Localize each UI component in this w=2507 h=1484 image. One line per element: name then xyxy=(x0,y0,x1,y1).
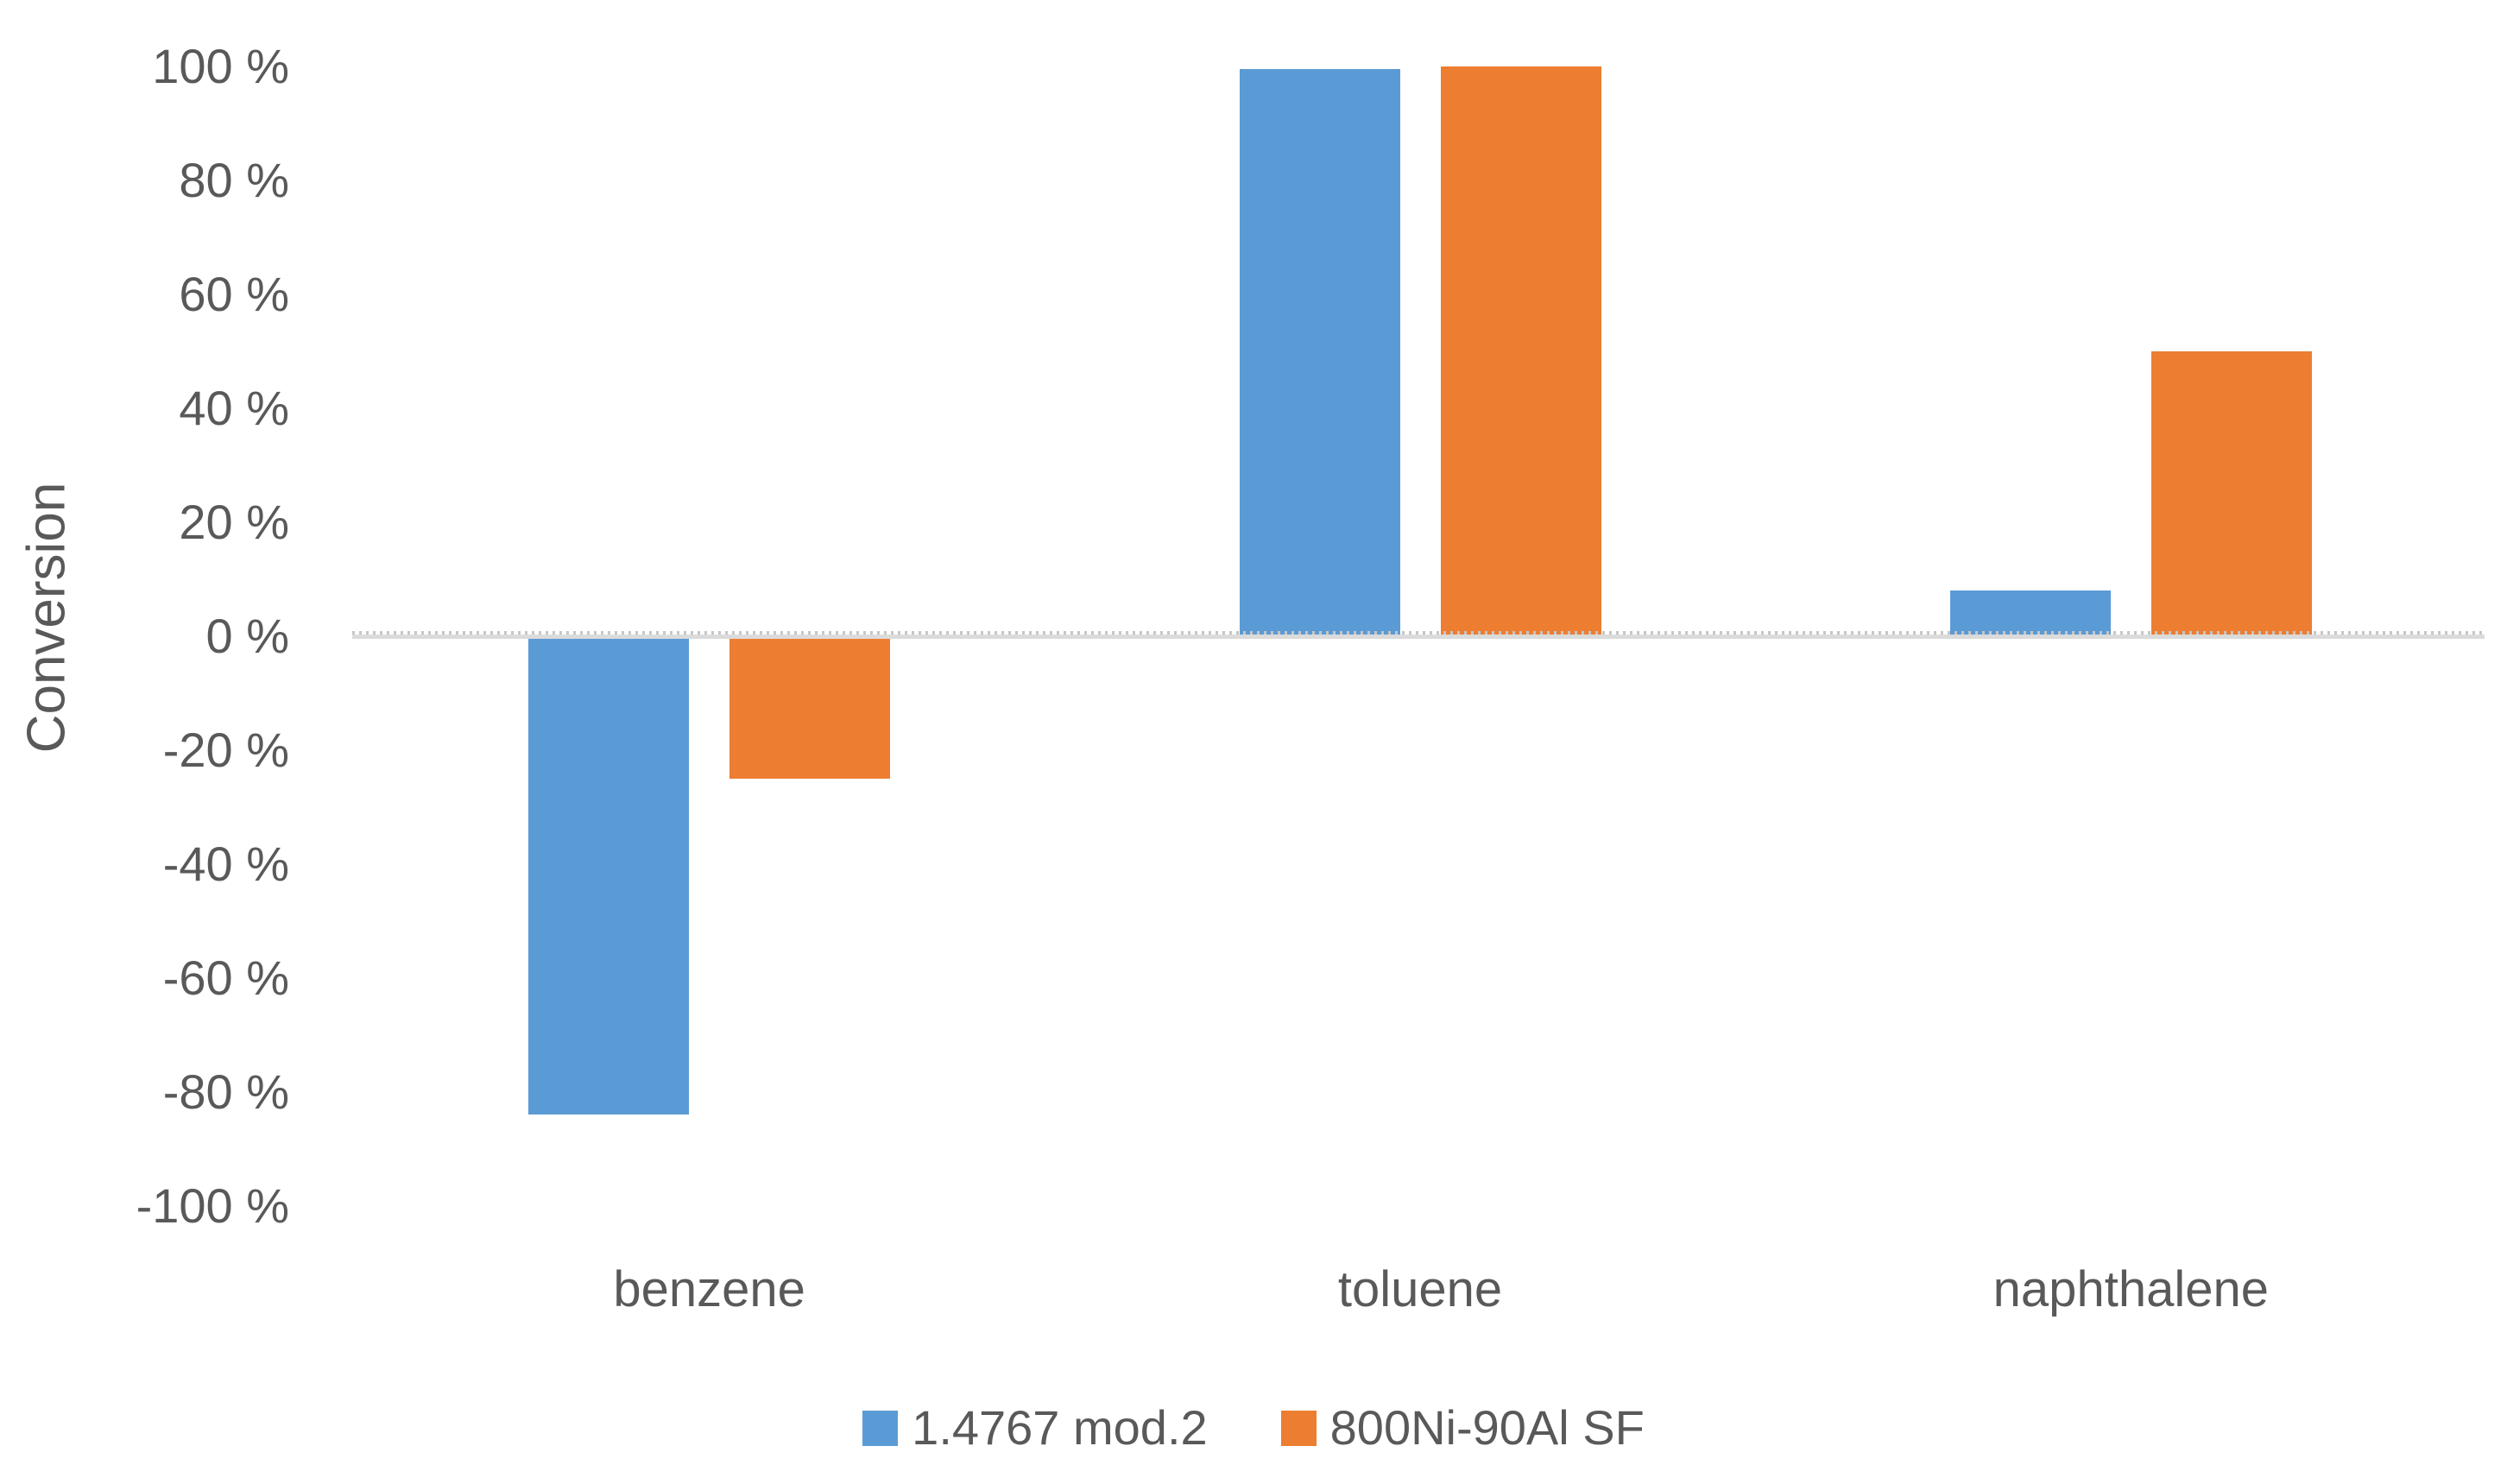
legend-item: 800Ni-90Al SF xyxy=(1280,1400,1645,1455)
y-tick-label: -100 % xyxy=(136,1178,289,1233)
y-tick-label: 100 % xyxy=(152,39,289,93)
category-label: toluene xyxy=(1337,1261,1503,1317)
bar-benzene-series-2 xyxy=(729,636,891,779)
x-axis-line-dashes xyxy=(352,631,2485,635)
category-label: naphthalene xyxy=(1992,1261,2269,1317)
y-tick-label: -40 % xyxy=(162,837,289,891)
bar-naphthalene-series-1 xyxy=(1949,590,2111,636)
category-label: benzene xyxy=(613,1261,805,1317)
legend-label: 800Ni-90Al SF xyxy=(1329,1400,1645,1455)
y-tick-label: -80 % xyxy=(162,1064,289,1119)
legend-label: 1.4767 mod.2 xyxy=(912,1400,1208,1455)
x-axis-line-solid xyxy=(352,635,2485,639)
y-tick-label: 40 % xyxy=(179,381,289,435)
y-tick-label: 80 % xyxy=(179,153,289,207)
y-tick-label: -20 % xyxy=(162,723,289,777)
bar-naphthalene-series-2 xyxy=(2150,351,2312,636)
y-tick-label: -60 % xyxy=(162,950,289,1005)
y-tick-label: 0 % xyxy=(205,609,290,663)
bar-toluene-series-2 xyxy=(1440,66,1601,636)
x-axis-line xyxy=(352,631,2485,639)
legend-swatch-icon xyxy=(1280,1410,1317,1446)
legend-swatch-icon xyxy=(862,1410,899,1446)
legend-item: 1.4767 mod.2 xyxy=(862,1400,1208,1455)
bar-toluene-series-1 xyxy=(1239,69,1400,636)
y-tick-label: 20 % xyxy=(179,495,289,549)
bar-benzene-series-1 xyxy=(528,636,690,1115)
y-tick-label: 60 % xyxy=(179,267,289,321)
legend: 1.4767 mod.2 800Ni-90Al SF xyxy=(0,1404,2507,1452)
